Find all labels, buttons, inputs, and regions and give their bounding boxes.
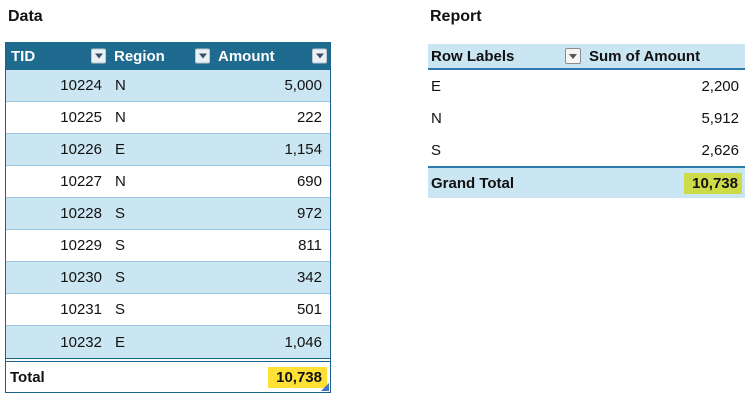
cell-tid[interactable]: 10225: [60, 109, 102, 126]
data-table-row: 10226 E 1,154: [6, 134, 330, 166]
column-header-tid-label: TID: [11, 47, 36, 65]
cell-tid[interactable]: 10227: [60, 173, 102, 190]
cell-amount[interactable]: 1,046: [284, 333, 322, 351]
data-table-row: 10231 S 501: [6, 294, 330, 326]
data-table-header-row: TID Region Amount: [6, 42, 330, 70]
data-table-row: 10224 N 5,000: [6, 70, 330, 102]
pivot-header-sum-text: Sum of Amount: [589, 47, 701, 65]
cell-region[interactable]: S: [115, 269, 126, 286]
data-table-row: 10232 E 1,046: [6, 326, 330, 358]
pivot-header-row-labels-text: Row Labels: [431, 47, 515, 65]
cell-amount[interactable]: 342: [296, 269, 322, 286]
cell-amount[interactable]: 222: [296, 109, 322, 126]
data-table: TID Region Amount 10224 N 5,000 10225 N 222 10…: [5, 42, 331, 393]
pivot-header-row-labels[interactable]: Row Labels: [428, 44, 583, 68]
pivot-row-value[interactable]: 2,200: [701, 77, 739, 95]
pivot-filter-dropdown-button[interactable]: [565, 48, 581, 64]
cell-tid[interactable]: 10229: [60, 237, 102, 254]
data-table-row: 10230 S 342: [6, 262, 330, 294]
cell-tid[interactable]: 10224: [60, 77, 102, 94]
data-table-row: 10228 S 972: [6, 198, 330, 230]
cell-region[interactable]: S: [115, 301, 126, 318]
cell-region[interactable]: S: [115, 205, 126, 222]
highlighted-total-value: 10,738: [268, 366, 327, 388]
pivot-row-label[interactable]: N: [431, 109, 442, 127]
cell-tid[interactable]: 10231: [60, 301, 102, 318]
pivot-header-row: Row Labels Sum of Amount: [428, 44, 745, 70]
cell-tid[interactable]: 10228: [60, 205, 102, 222]
pivot-row-label[interactable]: S: [431, 141, 442, 159]
pivot-row: N 5,912: [428, 102, 745, 134]
filter-dropdown-button-region[interactable]: [195, 48, 210, 64]
pivot-table: Row Labels Sum of Amount E 2,200 N 5,912 S 2,…: [428, 44, 745, 198]
cell-tid[interactable]: 10226: [60, 141, 102, 158]
data-table-title: Data: [8, 8, 43, 25]
total-label-cell[interactable]: Total: [10, 368, 45, 386]
pivot-grand-total-row: Grand Total 10,738: [428, 166, 745, 198]
column-header-region[interactable]: Region: [109, 42, 213, 70]
data-table-row: 10229 S 811: [6, 230, 330, 262]
cell-region[interactable]: S: [115, 237, 126, 254]
pivot-row-value[interactable]: 2,626: [701, 141, 739, 159]
pivot-body: E 2,200 N 5,912 S 2,626: [428, 70, 745, 166]
report-table-title: Report: [430, 8, 482, 25]
cell-region[interactable]: N: [115, 109, 126, 126]
cell-amount[interactable]: 972: [296, 205, 322, 222]
data-table-total-row: Total 10,738: [6, 358, 330, 392]
table-resize-handle[interactable]: [321, 383, 329, 391]
data-table-row: 10227 N 690: [6, 166, 330, 198]
cell-region[interactable]: E: [115, 333, 126, 351]
pivot-header-sum-of-amount[interactable]: Sum of Amount: [583, 44, 745, 68]
cell-amount[interactable]: 690: [296, 173, 322, 190]
column-header-amount[interactable]: Amount: [213, 42, 330, 70]
cell-region[interactable]: N: [115, 77, 126, 94]
cell-amount[interactable]: 811: [298, 237, 322, 254]
grand-total-label-cell[interactable]: Grand Total: [431, 174, 515, 192]
cell-amount[interactable]: 5,000: [284, 77, 322, 94]
column-header-amount-label: Amount: [218, 47, 275, 65]
data-table-row: 10225 N 222: [6, 102, 330, 134]
cell-amount[interactable]: 1,154: [284, 141, 322, 158]
cell-region[interactable]: N: [115, 173, 126, 190]
filter-dropdown-button-amount[interactable]: [312, 48, 327, 64]
cell-tid[interactable]: 10230: [60, 269, 102, 286]
pivot-row: S 2,626: [428, 134, 745, 166]
chevron-down-icon: [315, 53, 324, 59]
chevron-down-icon: [198, 53, 207, 59]
chevron-down-icon: [569, 53, 577, 59]
column-header-tid[interactable]: TID: [6, 42, 109, 70]
total-value-cell[interactable]: 10,738: [213, 366, 330, 388]
cell-region[interactable]: E: [115, 141, 126, 158]
highlighted-grand-total-value: 10,738: [684, 172, 742, 194]
chevron-down-icon: [94, 53, 103, 59]
pivot-row: E 2,200: [428, 70, 745, 102]
cell-amount[interactable]: 501: [296, 301, 322, 318]
filter-dropdown-button-tid[interactable]: [91, 48, 106, 64]
data-table-body: 10224 N 5,000 10225 N 222 10226 E 1,154 10227 N 690…: [6, 70, 330, 358]
pivot-row-value[interactable]: 5,912: [701, 109, 739, 127]
pivot-row-label[interactable]: E: [431, 77, 442, 95]
cell-tid[interactable]: 10232: [60, 333, 102, 351]
column-header-region-label: Region: [114, 47, 165, 65]
grand-total-value-cell[interactable]: 10,738: [583, 172, 745, 194]
